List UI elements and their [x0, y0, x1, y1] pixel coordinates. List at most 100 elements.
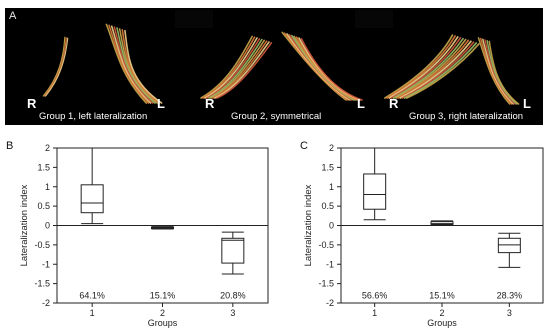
y-tick-label: 0.5: [321, 201, 334, 211]
fiber-strand: [484, 39, 516, 105]
fiber-strand: [486, 39, 518, 105]
fiber-strand: [300, 38, 363, 101]
y-tick-label: -1: [42, 259, 50, 269]
fiber-strand: [388, 36, 459, 99]
group-percentage: 15.1%: [429, 290, 455, 300]
fiber-strand: [204, 37, 258, 99]
y-tick-label: -0.5: [318, 240, 334, 250]
x-axis-label: Groups: [148, 318, 178, 328]
group-percentage: 56.6%: [362, 290, 388, 300]
y-tick-label: 1: [329, 182, 334, 192]
tractography-panel: A R L Group 1, left lateralization R L G…: [5, 8, 543, 125]
box-iqr: [363, 173, 387, 210]
y-tick-label: -2: [42, 298, 50, 308]
x-tick-label: 1: [372, 308, 377, 318]
x-tick-label: 1: [90, 308, 95, 318]
fiber-strand: [210, 39, 265, 99]
y-tick-label: -0.5: [34, 240, 50, 250]
x-tick-label: 2: [160, 308, 165, 318]
fiber-strand: [488, 40, 520, 105]
fiber-strand: [281, 31, 347, 101]
y-tick-label: -2: [326, 298, 334, 308]
fiber-strand: [397, 39, 470, 99]
right-hemisphere-label: R: [27, 96, 37, 111]
fiber-strand: [45, 37, 69, 97]
fiber-strand: [286, 33, 351, 101]
fiber-strand: [386, 35, 456, 99]
group-3-caption: Group 3, right lateralization: [409, 111, 524, 122]
fiber-strand: [208, 38, 263, 99]
fiber-strand: [105, 23, 147, 104]
box-iqr: [80, 184, 104, 214]
y-tick-label: 0: [329, 221, 334, 231]
fiber-strand: [121, 28, 161, 104]
fiber-strand: [206, 38, 261, 99]
fiber-strand: [108, 24, 150, 104]
y-tick-label: -1.5: [34, 279, 50, 289]
fiber-strand: [390, 36, 462, 99]
right-hemisphere-label: R: [205, 96, 215, 111]
left-hemisphere-label: L: [157, 96, 165, 111]
group-1-caption: Group 1, left lateralization: [39, 111, 148, 122]
right-hemisphere-label: R: [389, 96, 399, 111]
box-iqr: [221, 237, 245, 264]
fiber-strand: [482, 38, 514, 105]
y-axis-label: Lateralization index: [19, 184, 30, 266]
fiber-strand: [403, 42, 478, 99]
group-percentage: 20.8%: [220, 290, 246, 300]
fiber-strand: [214, 41, 270, 99]
fiber-strand: [479, 37, 513, 105]
x-tick-label: 2: [439, 308, 444, 318]
fiber-strand: [124, 29, 163, 104]
y-tick-label: -1: [326, 259, 334, 269]
y-tick-label: 0: [45, 221, 50, 231]
fiber-tracts-image: [42, 23, 520, 105]
fiber-strand: [118, 28, 158, 104]
fiber-strand: [395, 38, 467, 99]
fiber-strand: [399, 40, 472, 99]
x-axis-label: Groups: [427, 318, 457, 328]
fiber-strand: [216, 42, 273, 99]
fiber-strand: [384, 34, 454, 99]
group-percentage: 64.1%: [79, 290, 105, 300]
y-tick-label: 1: [45, 182, 50, 192]
fiber-strand: [113, 26, 154, 104]
redacted-box: [175, 10, 213, 28]
fiber-strand: [42, 36, 66, 97]
x-tick-label: 3: [230, 308, 235, 318]
y-tick-label: 2: [329, 143, 334, 153]
fiber-strand: [116, 27, 156, 104]
panel-b-letter: B: [6, 140, 14, 152]
fiber-strand: [43, 37, 67, 97]
y-tick-label: 1.5: [37, 162, 50, 172]
fiber-strand: [392, 37, 464, 99]
fiber-strand: [283, 32, 349, 101]
fiber-strand: [288, 34, 353, 101]
redacted-box: [355, 10, 393, 28]
group-2-caption: Group 2, symmetrical: [231, 111, 322, 122]
fiber-strand: [477, 37, 511, 105]
y-tick-label: -1.5: [318, 279, 334, 289]
x-tick-label: 3: [507, 308, 512, 318]
fiber-strand: [200, 35, 253, 99]
group-percentage: 28.3%: [497, 290, 523, 300]
fiber-strand: [406, 43, 480, 99]
y-tick-label: 0.5: [37, 201, 50, 211]
y-axis-label: Lateralization index: [303, 184, 314, 266]
panel-c-letter: C: [300, 140, 308, 152]
left-hemisphere-label: L: [523, 96, 531, 111]
fiber-strand: [298, 37, 361, 101]
y-tick-label: 1.5: [321, 162, 334, 172]
box-iqr: [430, 221, 454, 225]
panel-a-letter: A: [9, 10, 17, 22]
fiber-strand: [202, 36, 256, 99]
box-iqr: [497, 237, 521, 254]
fiber-strand: [401, 41, 475, 99]
fiber-strand: [110, 25, 152, 104]
group-percentage: 15.1%: [150, 290, 176, 300]
boxplot-chart-b: 2 1.5 1 0.5 0 -0.5 -1 -1.5 -2 Lateralization inde…: [19, 143, 269, 328]
left-hemisphere-label: L: [357, 96, 365, 111]
fiber-strand: [212, 40, 268, 99]
boxplot-chart-c: 2 1.5 1 0.5 0 -0.5 -1 -1.5 -2 Lateralization inde…: [303, 143, 544, 328]
y-tick-label: 2: [45, 143, 50, 153]
